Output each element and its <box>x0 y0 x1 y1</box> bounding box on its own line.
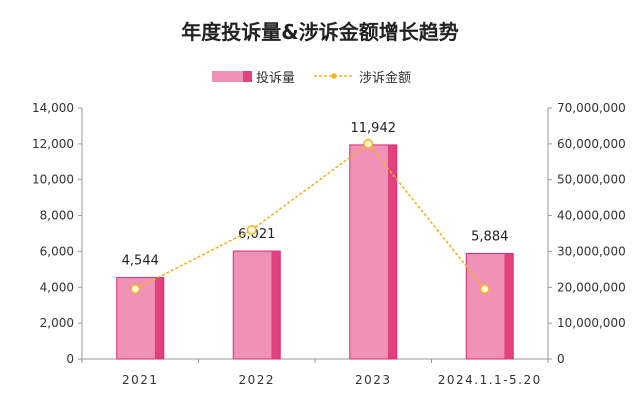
x-tick-label: 2024.1.1-5.20 <box>438 373 542 387</box>
y-right-tick-label: 0 <box>557 352 565 366</box>
y-right-tick-label: 70,000,000 <box>557 101 626 115</box>
bar-front-2024.1.1-5.20 <box>466 253 505 359</box>
legend-label-amount: 涉诉金额 <box>359 70 412 86</box>
legend: 投诉量 涉诉金额 <box>212 67 429 86</box>
y-left-tick-label: 6,000 <box>40 244 74 258</box>
line-point-2023 <box>363 138 374 149</box>
y-right-tick-label: 30,000,000 <box>557 244 626 258</box>
y-right-tick-label: 20,000,000 <box>557 280 626 294</box>
x-tick-label: 2023 <box>355 373 392 387</box>
bar-data-label: 11,942 <box>351 121 397 136</box>
bar-outline <box>465 253 514 360</box>
legend-item-complaints: 投诉量 <box>212 67 295 86</box>
bar-outline <box>232 250 281 360</box>
y-left-tick-label: 12,000 <box>32 137 74 151</box>
y-left-tick-label: 14,000 <box>32 101 74 115</box>
y-right-tick-label: 50,000,000 <box>557 173 626 187</box>
y-right-tick-label: 10,000,000 <box>557 316 626 330</box>
line-point-2021 <box>130 284 141 295</box>
y-left-tick-label: 10,000 <box>32 173 74 187</box>
legend-bar-swatch <box>212 70 252 82</box>
bar-data-label: 4,544 <box>122 254 159 269</box>
line-point-2022 <box>246 224 257 235</box>
legend-line-swatch <box>314 73 355 79</box>
y-right-tick-label: 60,000,000 <box>557 137 626 151</box>
bar-side-2021 <box>154 277 164 359</box>
bar-side-2022 <box>271 251 281 359</box>
bar-outline <box>349 144 398 360</box>
legend-item-amount: 涉诉金额 <box>313 67 411 86</box>
x-tick-label: 2021 <box>122 373 159 387</box>
bar-front-2023 <box>349 144 388 359</box>
bar-outline <box>116 277 165 360</box>
line-series-amount <box>134 142 486 290</box>
chart-title: 年度投诉量&涉诉金额增长趋势 <box>181 20 459 44</box>
bar-front-2022 <box>233 251 272 359</box>
x-tick-label: 2022 <box>238 373 275 387</box>
legend-label-complaints: 投诉量 <box>256 70 296 86</box>
y-left-tick-label: 0 <box>66 352 74 366</box>
y-left-tick-label: 8,000 <box>40 209 74 223</box>
bar-side-2023 <box>387 144 397 359</box>
line-point-2024.1.1-5.20 <box>479 284 490 295</box>
bar-side-2024.1.1-5.20 <box>504 253 514 359</box>
y-left-tick-label: 4,000 <box>40 280 74 294</box>
bar-data-label: 5,884 <box>471 230 508 245</box>
y-right-tick-label: 40,000,000 <box>557 209 626 223</box>
y-left-tick-label: 2,000 <box>40 316 74 330</box>
